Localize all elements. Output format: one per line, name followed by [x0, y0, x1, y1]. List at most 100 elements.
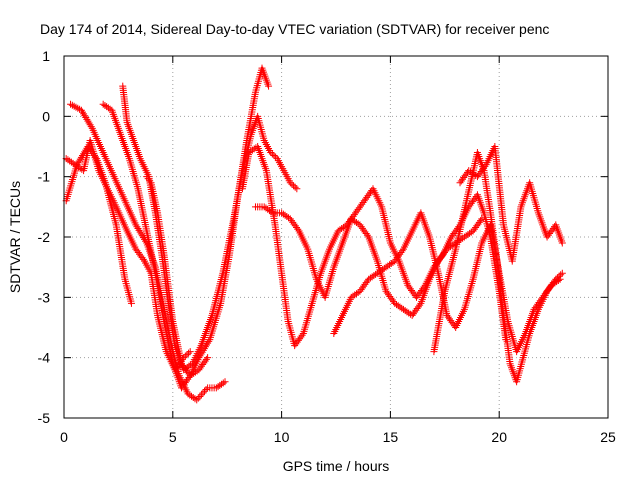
x-tick-label: 0 — [60, 429, 68, 445]
data-point — [552, 275, 560, 283]
chart-title: Day 174 of 2014, Sidereal Day-to-day VTE… — [40, 21, 549, 37]
data-marker — [298, 331, 306, 339]
data-marker — [84, 117, 92, 125]
data-marker — [285, 214, 293, 222]
data-marker — [137, 230, 145, 238]
x-tick-label: 20 — [491, 429, 507, 445]
data-marker — [390, 298, 398, 306]
data-marker — [199, 389, 207, 397]
x-tick-label: 10 — [274, 429, 290, 445]
data-marker — [138, 232, 146, 240]
data-point — [204, 354, 212, 362]
series-track-3 — [99, 64, 273, 392]
data-marker — [270, 152, 278, 160]
data-marker — [136, 228, 144, 236]
y-tick-label: -1 — [38, 169, 51, 185]
series-track-10 — [430, 149, 566, 386]
data-marker — [193, 367, 201, 375]
series-track-8 — [251, 203, 486, 319]
data-marker — [185, 370, 193, 378]
data-point — [293, 185, 301, 193]
data-marker — [406, 310, 414, 318]
data-point — [77, 106, 85, 114]
data-marker — [68, 101, 76, 109]
data-marker — [183, 351, 191, 359]
data-point — [193, 396, 201, 404]
data-marker — [389, 258, 397, 266]
y-tick-label: -4 — [38, 350, 51, 366]
data-marker — [272, 153, 280, 161]
data-point — [267, 149, 275, 157]
series-track-11 — [456, 143, 566, 265]
data-marker — [442, 247, 450, 255]
data-marker — [205, 337, 213, 345]
data-point — [186, 348, 194, 356]
y-tick-label: -5 — [38, 410, 51, 426]
data-marker — [80, 110, 88, 118]
data-marker — [354, 289, 362, 297]
data-point — [67, 100, 75, 108]
data-marker — [85, 119, 93, 127]
data-marker — [201, 387, 209, 395]
data-marker — [363, 231, 371, 239]
x-tick-label: 25 — [600, 429, 616, 445]
data-marker — [87, 123, 95, 131]
data-series — [62, 64, 566, 404]
data-point — [478, 215, 486, 223]
x-axis-ticks: 0 5 10 15 20 25 — [60, 56, 616, 445]
series-track-6 — [143, 173, 212, 380]
data-point — [558, 239, 566, 247]
data-marker — [185, 349, 193, 357]
data-marker — [555, 272, 563, 280]
series-track-9 — [330, 209, 564, 356]
data-marker — [463, 168, 471, 176]
data-marker — [86, 121, 94, 129]
y-axis-ticks: -5 -4 -3 -2 -1 0 1 — [38, 48, 608, 426]
data-marker — [78, 108, 86, 116]
data-marker — [76, 155, 84, 163]
x-axis-label: GPS time / hours — [283, 458, 390, 474]
data-marker — [75, 157, 83, 165]
data-marker — [203, 341, 211, 349]
data-marker — [553, 274, 561, 282]
data-marker — [134, 225, 142, 233]
data-marker — [194, 394, 202, 402]
data-point — [265, 82, 273, 90]
y-tick-label: 1 — [42, 48, 50, 64]
data-marker — [219, 379, 227, 387]
x-tick-label: 5 — [169, 429, 177, 445]
data-marker — [398, 247, 406, 255]
x-tick-label: 15 — [383, 429, 399, 445]
data-point — [558, 269, 566, 277]
data-marker — [133, 223, 141, 231]
data-marker — [472, 171, 480, 179]
data-marker — [72, 103, 80, 111]
data-marker — [551, 277, 559, 285]
y-axis-label: SDTVAR / TECUs — [7, 181, 23, 293]
data-point — [286, 179, 294, 187]
data-marker — [139, 255, 147, 263]
data-marker — [477, 217, 485, 225]
data-marker — [354, 220, 362, 228]
data-point — [221, 378, 229, 386]
series-track-1 — [62, 143, 135, 307]
data-marker — [288, 180, 296, 188]
data-marker — [202, 386, 210, 394]
data-marker — [70, 102, 78, 110]
data-marker — [83, 115, 91, 123]
data-marker — [294, 225, 302, 233]
data-point — [127, 299, 135, 307]
data-marker — [267, 208, 275, 216]
y-tick-label: 0 — [42, 108, 50, 124]
data-marker — [81, 112, 89, 120]
data-marker — [557, 271, 565, 279]
data-marker — [197, 391, 205, 399]
data-marker — [416, 301, 424, 309]
data-marker — [82, 114, 90, 122]
data-marker — [291, 183, 299, 191]
data-marker — [481, 162, 489, 170]
y-tick-label: -3 — [38, 289, 51, 305]
data-marker — [363, 277, 371, 285]
data-marker — [74, 104, 82, 112]
